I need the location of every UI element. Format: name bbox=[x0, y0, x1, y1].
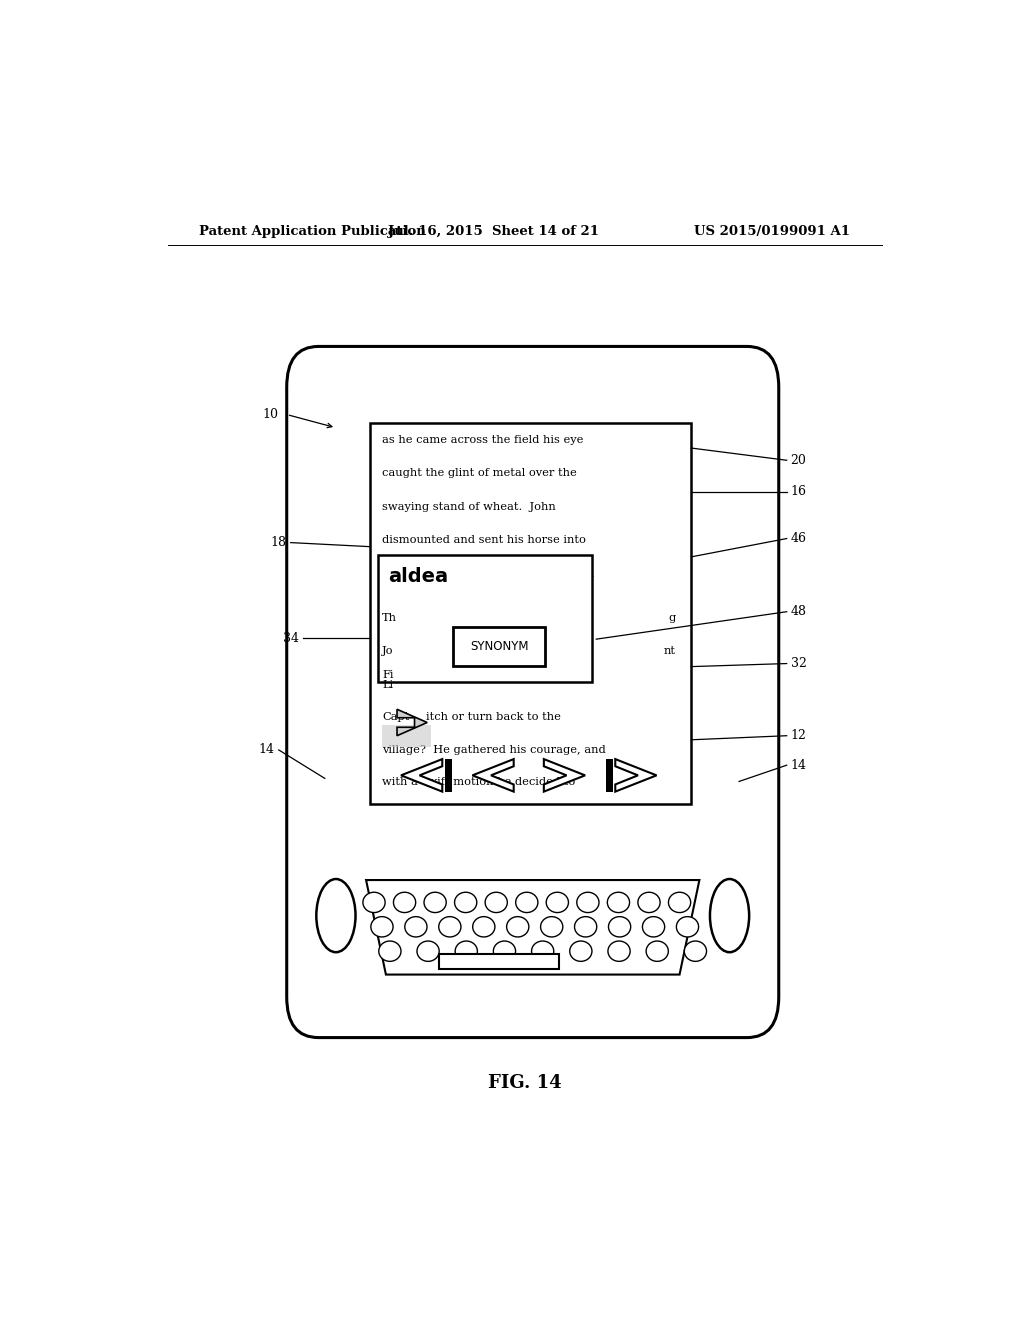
Text: Jul. 16, 2015  Sheet 14 of 21: Jul. 16, 2015 Sheet 14 of 21 bbox=[387, 226, 599, 238]
Ellipse shape bbox=[455, 941, 477, 961]
Text: FIG. 14: FIG. 14 bbox=[488, 1074, 561, 1093]
Ellipse shape bbox=[646, 941, 669, 961]
Ellipse shape bbox=[424, 892, 446, 912]
Text: low, he could just see across a slight: low, he could just see across a slight bbox=[382, 602, 593, 612]
Ellipse shape bbox=[608, 916, 631, 937]
Text: village?  He gathered his courage, and: village? He gathered his courage, and bbox=[382, 744, 606, 755]
Ellipse shape bbox=[438, 916, 461, 937]
Text: g: g bbox=[669, 612, 676, 623]
Text: Jo: Jo bbox=[382, 647, 393, 656]
Ellipse shape bbox=[371, 916, 393, 937]
Text: SYNONYM: SYNONYM bbox=[470, 640, 528, 653]
Ellipse shape bbox=[473, 916, 495, 937]
Polygon shape bbox=[367, 880, 699, 974]
Bar bbox=[370, 422, 691, 804]
Polygon shape bbox=[401, 759, 442, 792]
Text: sw—the slow outline of Captain: sw—the slow outline of Captain bbox=[382, 636, 564, 645]
Text: Capt: Capt bbox=[382, 713, 410, 722]
Bar bbox=[606, 759, 613, 792]
Text: 46: 46 bbox=[791, 532, 807, 545]
Text: 14: 14 bbox=[259, 743, 274, 756]
Text: Li: Li bbox=[382, 680, 393, 690]
Text: Patent Application Publication: Patent Application Publication bbox=[200, 226, 426, 238]
Polygon shape bbox=[397, 709, 427, 735]
Text: 32: 32 bbox=[791, 657, 807, 671]
Ellipse shape bbox=[607, 892, 630, 912]
Text: 18: 18 bbox=[270, 536, 287, 549]
Text: Fi: Fi bbox=[382, 669, 393, 680]
Ellipse shape bbox=[531, 941, 554, 961]
Text: the brush near the brook.  Crouched: the brush near the brook. Crouched bbox=[382, 569, 594, 579]
Ellipse shape bbox=[455, 892, 477, 912]
Ellipse shape bbox=[669, 892, 690, 912]
Ellipse shape bbox=[569, 941, 592, 961]
Ellipse shape bbox=[574, 916, 597, 937]
Ellipse shape bbox=[608, 941, 630, 961]
Text: with a swift motion he decided to: with a swift motion he decided to bbox=[382, 777, 575, 788]
Ellipse shape bbox=[404, 916, 427, 937]
Text: 16: 16 bbox=[791, 486, 807, 498]
Text: as he came across the field his eye: as he came across the field his eye bbox=[382, 434, 584, 445]
Bar bbox=[444, 759, 452, 792]
Text: 12: 12 bbox=[791, 729, 807, 742]
Text: itch or turn back to the: itch or turn back to the bbox=[426, 713, 560, 722]
Ellipse shape bbox=[516, 892, 538, 912]
Ellipse shape bbox=[546, 892, 568, 912]
Ellipse shape bbox=[684, 941, 707, 961]
Text: Th: Th bbox=[382, 612, 397, 623]
Text: 14: 14 bbox=[791, 759, 807, 772]
Polygon shape bbox=[544, 759, 585, 792]
Bar bbox=[378, 554, 592, 682]
Ellipse shape bbox=[507, 916, 528, 937]
Ellipse shape bbox=[541, 916, 563, 937]
Text: swaying stand of wheat.  John: swaying stand of wheat. John bbox=[382, 502, 556, 512]
Text: US 2015/0199091 A1: US 2015/0199091 A1 bbox=[694, 226, 850, 238]
FancyBboxPatch shape bbox=[287, 346, 778, 1038]
Ellipse shape bbox=[677, 916, 698, 937]
Bar bbox=[439, 954, 559, 969]
Ellipse shape bbox=[316, 879, 355, 952]
Text: 20: 20 bbox=[791, 454, 807, 467]
Ellipse shape bbox=[577, 892, 599, 912]
Ellipse shape bbox=[393, 892, 416, 912]
Polygon shape bbox=[615, 759, 656, 792]
Ellipse shape bbox=[485, 892, 507, 912]
Text: aldea: aldea bbox=[388, 568, 449, 586]
Ellipse shape bbox=[417, 941, 439, 961]
Text: caught the glint of metal over the: caught the glint of metal over the bbox=[382, 469, 577, 478]
Ellipse shape bbox=[642, 916, 665, 937]
Ellipse shape bbox=[710, 879, 750, 952]
Polygon shape bbox=[472, 759, 514, 792]
Ellipse shape bbox=[494, 941, 515, 961]
Bar bbox=[382, 725, 431, 747]
Text: 48: 48 bbox=[791, 605, 807, 618]
Ellipse shape bbox=[362, 892, 385, 912]
Text: 34: 34 bbox=[283, 632, 299, 644]
Ellipse shape bbox=[379, 941, 401, 961]
Text: nt: nt bbox=[664, 647, 676, 656]
Bar bbox=[454, 627, 545, 665]
Text: 10: 10 bbox=[263, 408, 279, 421]
Ellipse shape bbox=[638, 892, 660, 912]
Text: dismounted and sent his horse into: dismounted and sent his horse into bbox=[382, 536, 586, 545]
